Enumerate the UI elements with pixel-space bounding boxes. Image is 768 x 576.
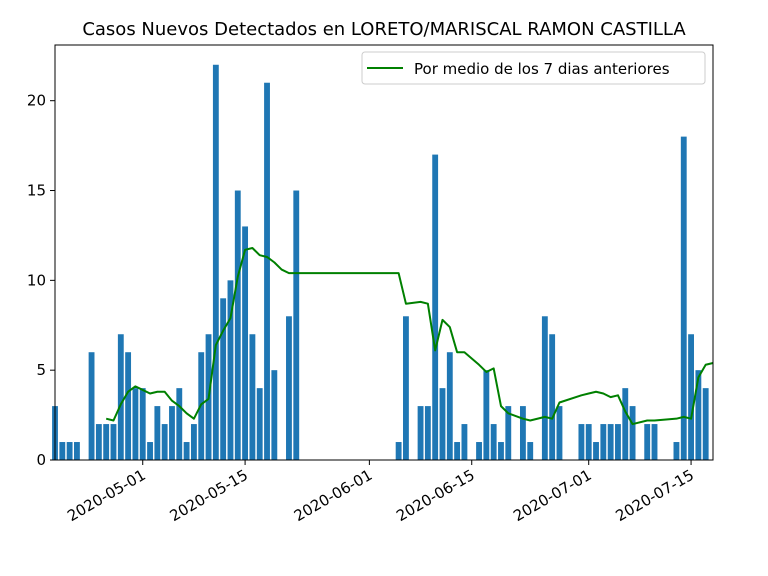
bar [695,370,702,460]
bar [432,154,439,460]
bar [220,298,227,460]
bar [490,424,497,460]
bar [293,190,300,460]
bar [519,406,526,460]
x-axis: 2020-05-01 2020-05-15 2020-06-01 2020-06-15… [64,460,697,525]
bar [527,442,534,460]
moving-average-line [105,247,714,426]
chart-title: Casos Nuevos Detectados en LORETO/MARISC… [82,19,686,40]
plot-frame [54,44,714,461]
bar [461,424,468,460]
bar [593,442,599,460]
bar [651,424,658,460]
bar [403,316,409,460]
bar [88,352,95,460]
x-tick-label: 2020-06-01 [291,466,376,525]
bar [578,424,585,460]
bar [154,406,161,460]
bar [622,388,629,460]
bar [234,190,241,460]
bar [600,424,607,460]
bar [439,388,446,460]
bar [454,442,461,460]
x-tick-label: 2020-05-15 [167,466,252,525]
bar [271,370,278,460]
y-tick-label: 10 [27,271,46,289]
bar [147,442,153,460]
bar [395,442,402,460]
bar [417,406,424,460]
bar [549,334,556,460]
bar [483,370,490,460]
bar [125,352,132,460]
bar [117,334,124,460]
x-tick-label: 2020-06-15 [393,466,478,525]
bar [498,442,504,460]
bar [476,442,482,460]
line-series-layer [105,247,714,426]
bar-series [52,64,709,460]
bar [615,424,621,460]
bar [702,388,709,460]
x-tick-label: 2020-05-01 [64,466,149,525]
bar [505,406,512,460]
bar [249,334,256,460]
bar [446,352,453,460]
x-tick-label: 2020-07-01 [510,466,595,525]
bar [103,424,110,460]
bar [74,442,80,460]
bar [585,424,592,460]
bar [169,406,175,460]
bar [424,406,431,460]
legend-box [361,51,706,85]
bar [264,82,270,460]
bar [190,424,197,460]
bar [680,136,687,460]
bar [139,388,146,460]
bar [176,388,183,460]
bar [256,388,263,460]
y-tick-label: 15 [27,182,46,200]
bar [607,424,614,460]
bar [183,442,190,460]
y-tick-label: 5 [36,361,46,379]
bar [688,334,694,460]
bar [110,424,117,460]
bar [556,406,563,460]
bar [644,424,651,460]
bar [286,316,292,460]
legend: Por medio de los 7 dias anteriores [361,51,706,85]
bar [95,424,102,460]
legend-label: Por medio de los 7 dias anteriores [414,60,670,78]
y-tick-label: 0 [36,451,46,469]
y-tick-label: 20 [27,92,46,110]
bar [673,442,680,460]
bar [59,442,66,460]
x-tick-label: 2020-07-15 [613,466,698,525]
bar [212,64,219,460]
bar [161,424,168,460]
y-axis: 0 5 10 15 20 [27,92,55,469]
bar [66,442,73,460]
bar [227,280,234,460]
bar [629,406,636,460]
bar [242,226,249,460]
bar [132,388,139,460]
bar [541,316,548,460]
